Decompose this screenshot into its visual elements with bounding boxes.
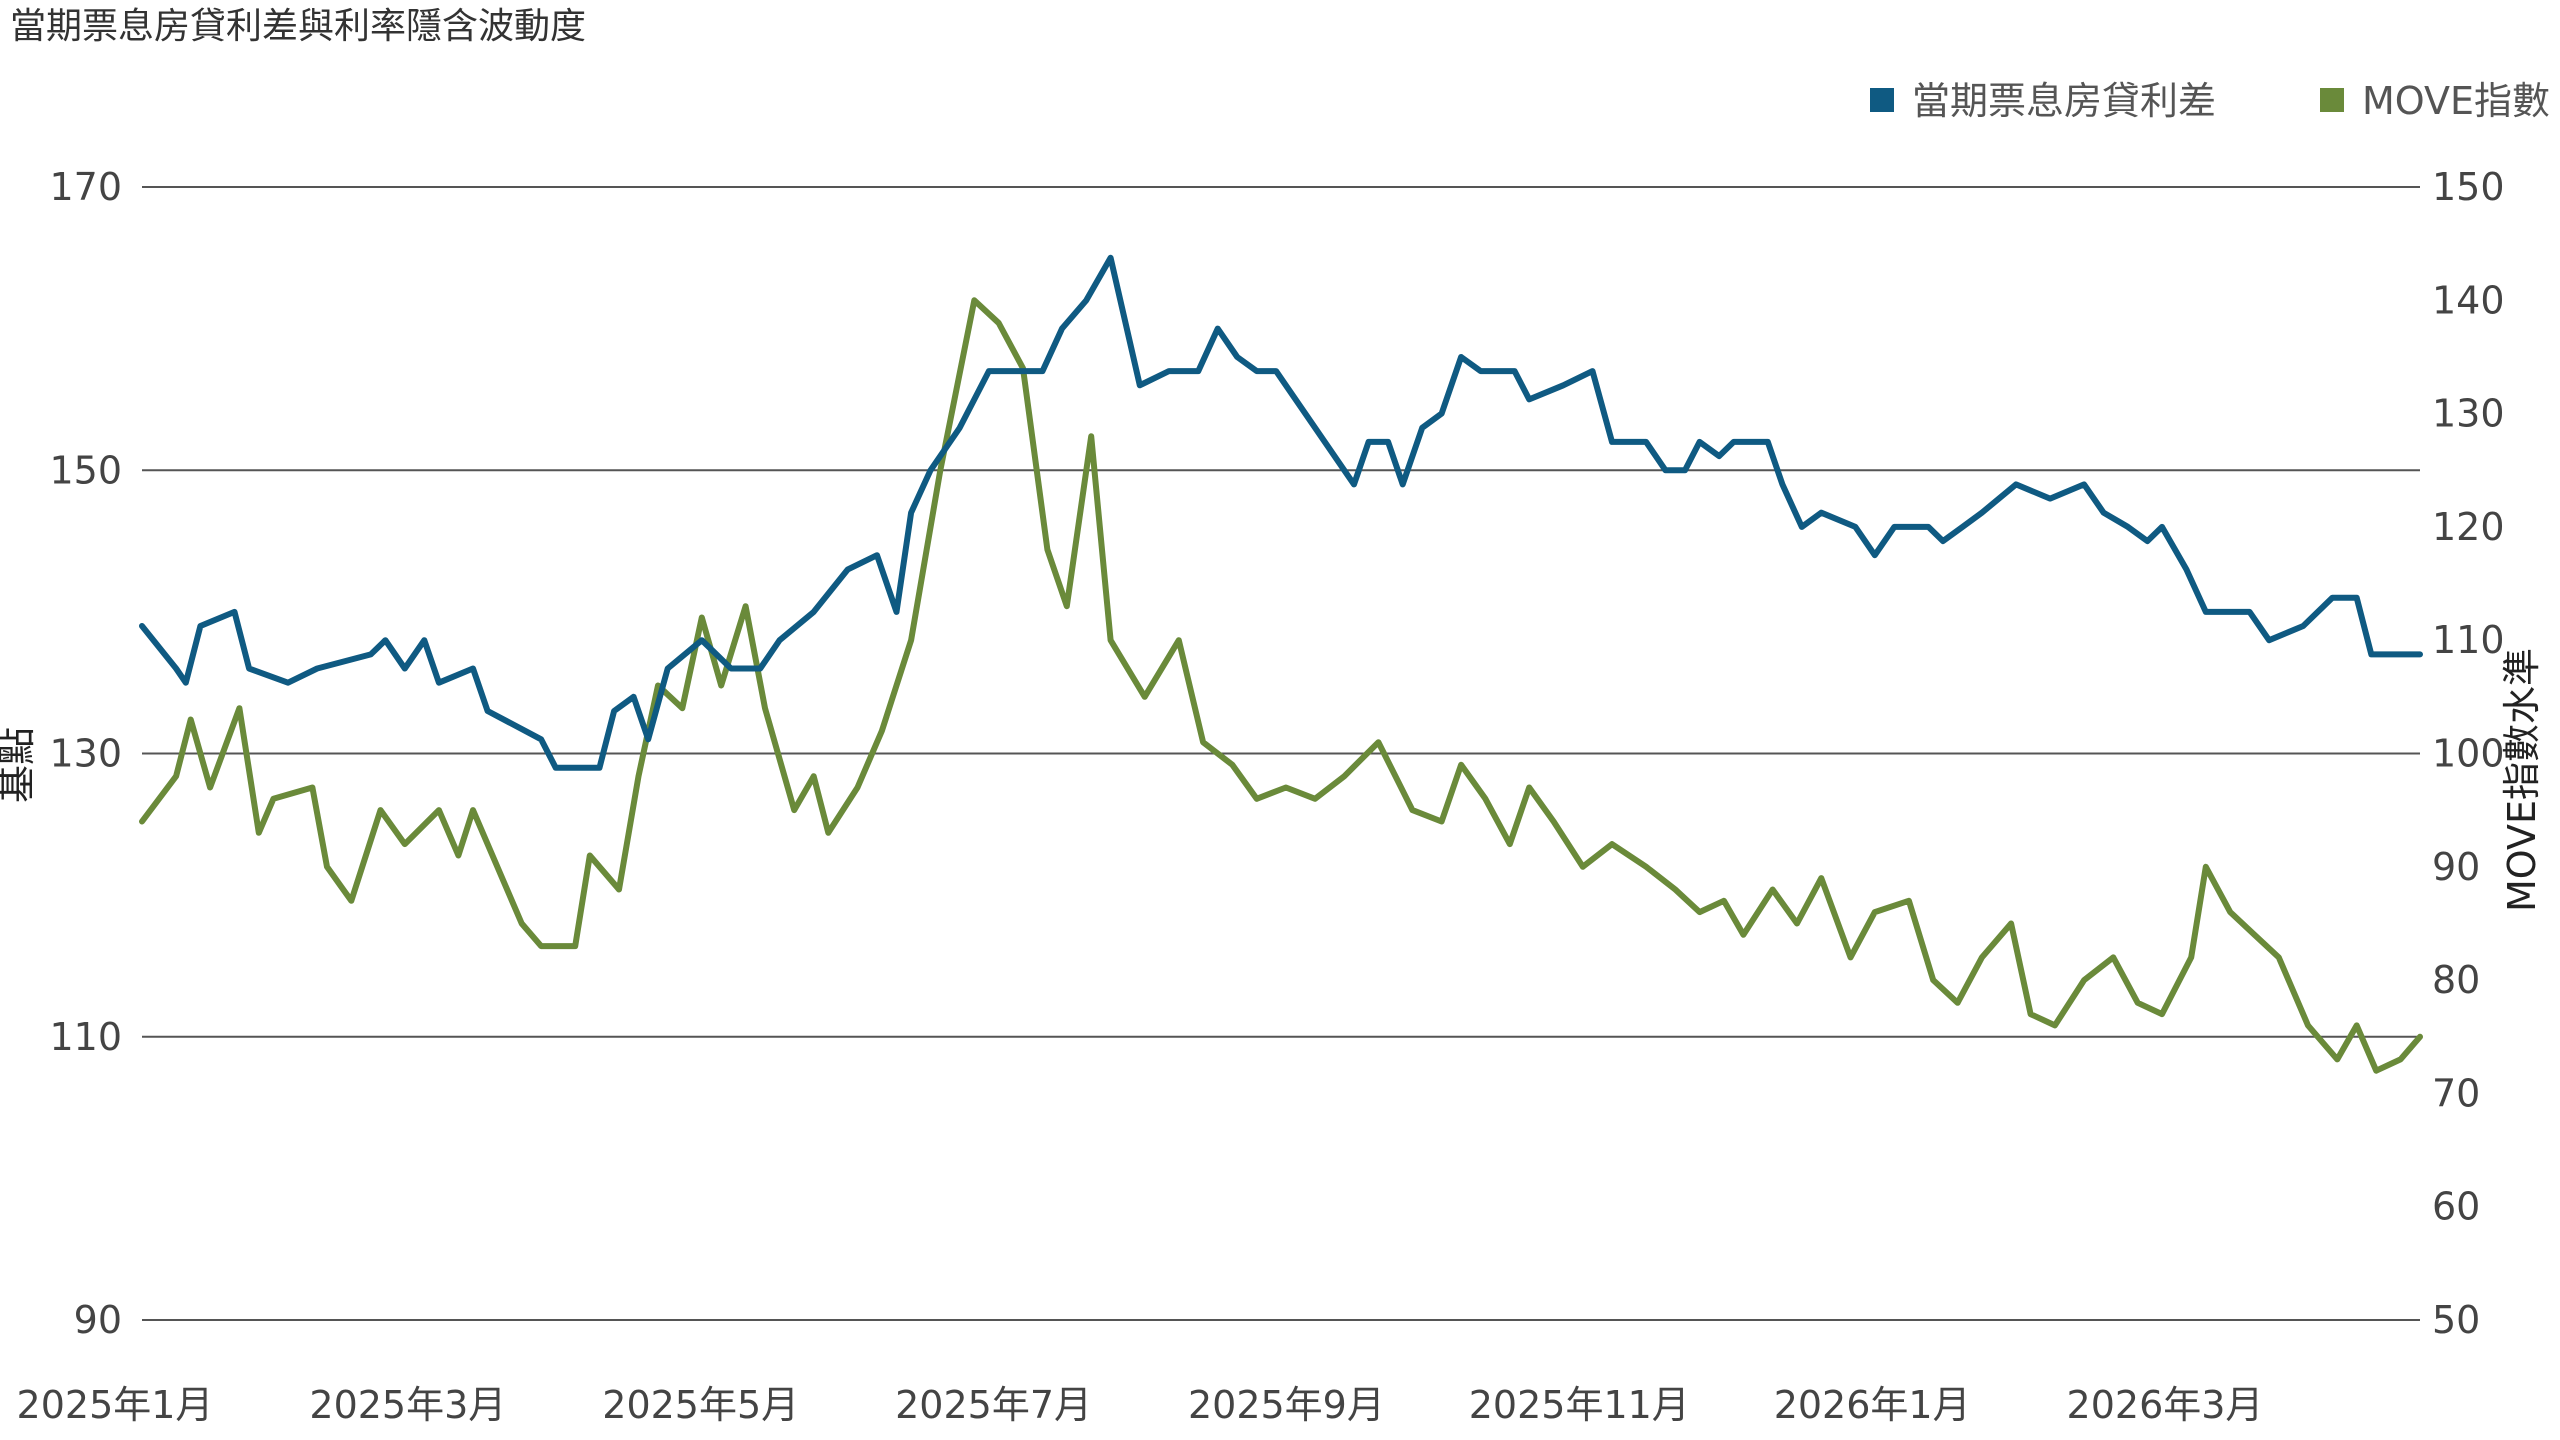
- y-axis-right-title: MOVE指數水準: [2500, 648, 2544, 912]
- y-axis-left-title: 基點: [0, 727, 39, 803]
- x-tick-label: 2025年3月: [309, 1383, 506, 1427]
- x-tick-label: 2025年7月: [895, 1383, 1092, 1427]
- x-tick-label: 2026年1月: [1774, 1383, 1971, 1427]
- x-axis-ticks: 2025年1月 2025年3月 2025年5月 2025年7月 2025年9月 2025年…: [17, 1383, 2264, 1427]
- legend-label-move: MOVE指數: [2362, 79, 2550, 123]
- y-right-tick-label: 80: [2432, 958, 2480, 1002]
- series-line-move: [139, 297, 2423, 1074]
- gridlines: [142, 186, 2420, 1321]
- y-right-tick-label: 90: [2432, 845, 2480, 889]
- x-tick-label: 2025年11月: [1469, 1383, 1690, 1427]
- y-left-tick-label: 170: [49, 165, 122, 209]
- y-right-tick-label: 120: [2432, 505, 2505, 549]
- series-line-spread: [139, 254, 2423, 771]
- x-tick-label: 2025年1月: [17, 1383, 214, 1427]
- y-left-tick-label: 150: [49, 448, 122, 492]
- legend-swatch-spread: [1870, 88, 1894, 112]
- legend-swatch-move: [2320, 88, 2344, 112]
- y-left-tick-label: 110: [49, 1015, 122, 1059]
- x-tick-label: 2025年9月: [1188, 1383, 1385, 1427]
- y-right-tick-label: 110: [2432, 618, 2505, 662]
- y-left-tick-label: 90: [74, 1298, 122, 1342]
- chart-title: 當期票息房貸利差與利率隱含波動度: [10, 6, 586, 47]
- y-right-tick-label: 150: [2432, 165, 2505, 209]
- y-axis-right-ticks: 50 60 70 80 90 100 110 120 130 140 150: [2432, 165, 2505, 1342]
- y-axis-left-ticks: 90 110 130 150 170: [49, 165, 122, 1342]
- y-right-tick-label: 140: [2432, 278, 2505, 322]
- y-right-tick-label: 70: [2432, 1071, 2480, 1115]
- y-left-tick-label: 130: [49, 732, 122, 776]
- y-right-tick-label: 100: [2432, 732, 2505, 776]
- x-tick-label: 2026年3月: [2067, 1383, 2264, 1427]
- y-right-tick-label: 130: [2432, 392, 2505, 436]
- y-right-tick-label: 60: [2432, 1185, 2480, 1229]
- legend: 當期票息房貸利差 MOVE指數: [1870, 79, 2550, 123]
- y-right-tick-label: 50: [2432, 1298, 2480, 1342]
- legend-label-spread: 當期票息房貸利差: [1912, 79, 2216, 123]
- x-tick-label: 2025年5月: [602, 1383, 799, 1427]
